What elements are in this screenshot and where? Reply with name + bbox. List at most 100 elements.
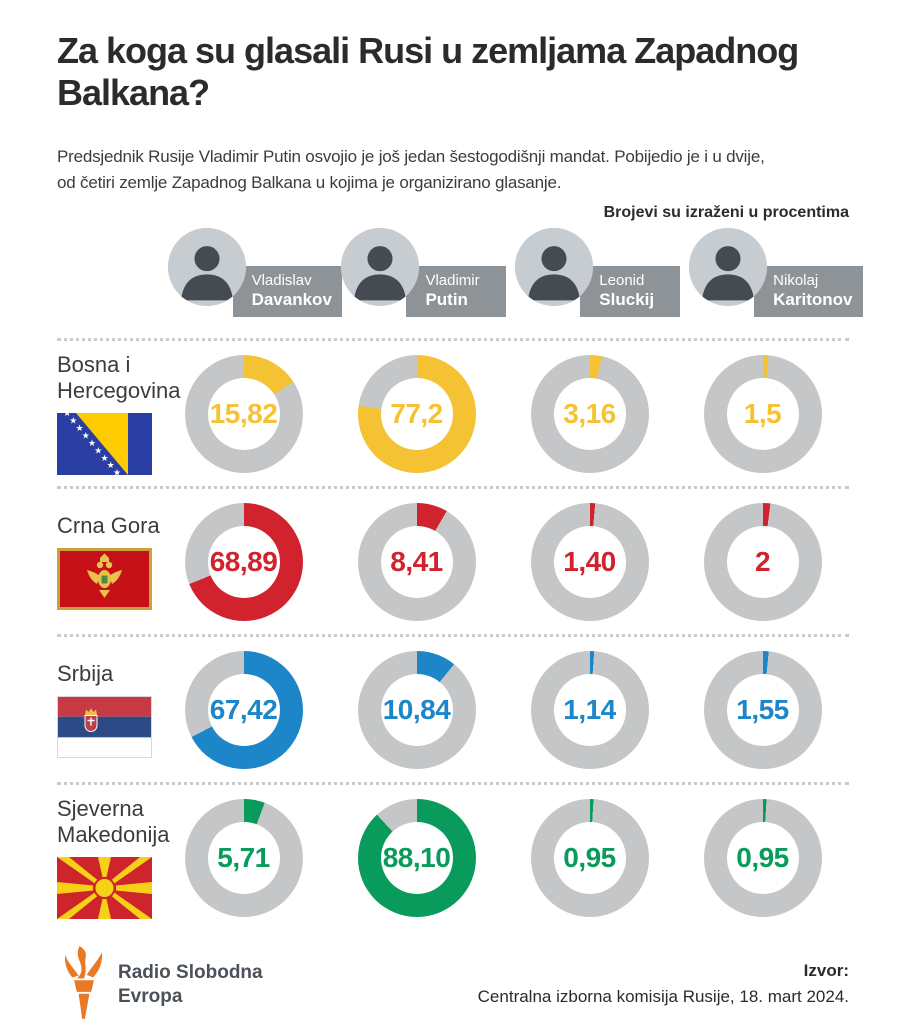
donut-value: 15,82 bbox=[209, 397, 278, 429]
donut-chart-srb-4: 1,55 bbox=[703, 650, 822, 769]
footer: Radio Slobodna Evropa Izvor: Centralna iz… bbox=[57, 942, 849, 1027]
svg-text:★: ★ bbox=[100, 453, 108, 463]
candidate-cell-1: Vladislav Davankov bbox=[154, 226, 342, 338]
donut-chart-bih-3: 3,16 bbox=[530, 354, 649, 473]
donut-value: 2 bbox=[754, 545, 771, 577]
country-name: Crna Gora bbox=[57, 513, 160, 539]
brand-name: Radio Slobodna Evropa bbox=[118, 961, 263, 1009]
country-name: Sjeverna Makedonija bbox=[57, 796, 170, 848]
source-label: Izvor: bbox=[803, 961, 849, 981]
donut-cell: 0,95 bbox=[676, 798, 849, 917]
candidate-first-name: Vladislav bbox=[251, 272, 312, 290]
source: Izvor: Centralna izborna komisija Rusije… bbox=[478, 958, 849, 1009]
donut-cell: 67,42 bbox=[157, 650, 330, 769]
donut-value: 0,95 bbox=[736, 841, 789, 873]
donut-cell: 2 bbox=[676, 502, 849, 621]
donut-cell: 1,5 bbox=[676, 354, 849, 473]
donut-chart-mkd-3: 0,95 bbox=[530, 798, 649, 917]
donut-chart-mne-1: 68,89 bbox=[184, 502, 303, 621]
flag-mkd-icon bbox=[57, 857, 152, 920]
donut-cell: 10,84 bbox=[330, 650, 503, 769]
brand-line-2: Evropa bbox=[118, 985, 183, 1007]
rfe-logo: Radio Slobodna Evropa bbox=[57, 942, 263, 1027]
donut-chart-srb-1: 67,42 bbox=[184, 650, 303, 769]
candidate-last-name: Putin bbox=[425, 290, 468, 310]
candidate-last-name: Sluckij bbox=[599, 290, 655, 310]
donut-value: 1,14 bbox=[563, 693, 616, 725]
country-label-block: Sjeverna Makedonija bbox=[57, 796, 170, 920]
candidate-cell-4: Nikolaj Karitonov bbox=[675, 226, 863, 338]
donut-cell: 1,40 bbox=[503, 502, 676, 621]
svg-text:★: ★ bbox=[82, 431, 90, 441]
donut-cell: 1,55 bbox=[676, 650, 849, 769]
candidate-photo bbox=[341, 228, 420, 307]
donut-value: 0,95 bbox=[563, 841, 616, 873]
source-text: Centralna izborna komisija Rusije, 18. m… bbox=[477, 986, 849, 1006]
country-label-block: Bosna i Hercegovina ★ ★ ★ ★ ★ ★ ★ ★ ★ bbox=[57, 352, 181, 476]
percent-note: Brojevi su izraženi u procentima bbox=[603, 204, 849, 222]
candidate-photo bbox=[515, 228, 594, 307]
candidate-photo bbox=[689, 228, 768, 307]
candidate-last-name: Karitonov bbox=[773, 290, 853, 310]
donut-cell: 15,82 bbox=[157, 354, 330, 473]
donut-cell: 3,16 bbox=[503, 354, 676, 473]
donut-chart-bih-1: 15,82 bbox=[184, 354, 303, 473]
donut-value: 77,2 bbox=[390, 397, 443, 429]
donut-value: 1,40 bbox=[563, 545, 616, 577]
country-label-block: Crna Gora bbox=[57, 513, 160, 611]
donut-value: 67,42 bbox=[209, 693, 278, 725]
donut-value: 10,84 bbox=[382, 693, 451, 725]
country-row-mne: Crna Gora 68,89 8,41 1,40 2 bbox=[57, 486, 849, 634]
donut-value: 68,89 bbox=[209, 545, 278, 577]
donut-value: 5,71 bbox=[217, 841, 270, 873]
candidate-cell-3: Leonid Sluckij bbox=[501, 226, 681, 338]
candidate-first-name: Vladimir bbox=[425, 272, 480, 290]
donut-chart-mkd-2: 88,10 bbox=[357, 798, 476, 917]
intro-line-2: od četiri zemlje Zapadnog Balkana u koji… bbox=[57, 172, 562, 192]
donut-cell: 77,2 bbox=[330, 354, 503, 473]
candidate-cell-2: Vladimir Putin bbox=[327, 226, 507, 338]
torch-icon bbox=[57, 942, 111, 1027]
donut-chart-mkd-4: 0,95 bbox=[703, 798, 822, 917]
donut-cell: 1,14 bbox=[503, 650, 676, 769]
candidate-name-badge: Leonid Sluckij bbox=[580, 266, 681, 317]
candidate-first-name: Leonid bbox=[599, 272, 645, 290]
country-row-srb: Srbija 67,42 10,84 1,14 1,55 bbox=[57, 634, 849, 782]
candidate-name-badge: Vladimir Putin bbox=[406, 266, 507, 317]
donut-cell: 68,89 bbox=[157, 502, 330, 621]
svg-text:★: ★ bbox=[88, 438, 96, 448]
donut-chart-mne-4: 2 bbox=[703, 502, 822, 621]
intro-text: Predsjednik Rusije Vladimir Putin osvoji… bbox=[57, 144, 849, 195]
svg-text:★: ★ bbox=[113, 468, 121, 475]
svg-text:★: ★ bbox=[63, 413, 71, 418]
country-name: Srbija bbox=[57, 661, 114, 687]
candidate-photo bbox=[167, 228, 246, 307]
flag-srb-icon bbox=[57, 696, 152, 759]
donut-chart-mkd-1: 5,71 bbox=[184, 798, 303, 917]
donut-chart-bih-4: 1,5 bbox=[703, 354, 822, 473]
donut-cell: 88,10 bbox=[330, 798, 503, 917]
donut-value: 1,5 bbox=[743, 397, 782, 429]
svg-text:★: ★ bbox=[75, 423, 83, 433]
intro-line-1: Predsjednik Rusije Vladimir Putin osvoji… bbox=[57, 147, 765, 167]
candidates-header: Vladislav Davankov Vladimir Putin Leonid Sluc… bbox=[57, 226, 863, 338]
donut-value: 88,10 bbox=[382, 841, 451, 873]
country-row-mkd: Sjeverna Makedonija 5,71 88,10 0,95 0,95 bbox=[57, 782, 849, 930]
flag-mne-icon bbox=[57, 548, 152, 611]
donut-cell: 5,71 bbox=[157, 798, 330, 917]
donut-value: 8,41 bbox=[390, 545, 443, 577]
header-spacer bbox=[57, 226, 154, 338]
candidate-last-name: Davankov bbox=[251, 290, 332, 310]
donut-cell: 8,41 bbox=[330, 502, 503, 621]
donut-cell: 0,95 bbox=[503, 798, 676, 917]
donut-chart-bih-2: 77,2 bbox=[357, 354, 476, 473]
donut-chart-mne-3: 1,40 bbox=[530, 502, 649, 621]
svg-text:★: ★ bbox=[69, 416, 77, 426]
country-row-bih: Bosna i Hercegovina ★ ★ ★ ★ ★ ★ ★ ★ ★ 15,82 77,2 3,1… bbox=[57, 338, 849, 486]
country-label-block: Srbija bbox=[57, 661, 157, 759]
chart-body: Bosna i Hercegovina ★ ★ ★ ★ ★ ★ ★ ★ ★ 15,82 77,2 3,1… bbox=[57, 338, 849, 930]
candidate-name-badge: Vladislav Davankov bbox=[232, 266, 342, 317]
brand-line-1: Radio Slobodna bbox=[118, 961, 263, 983]
donut-chart-srb-3: 1,14 bbox=[530, 650, 649, 769]
